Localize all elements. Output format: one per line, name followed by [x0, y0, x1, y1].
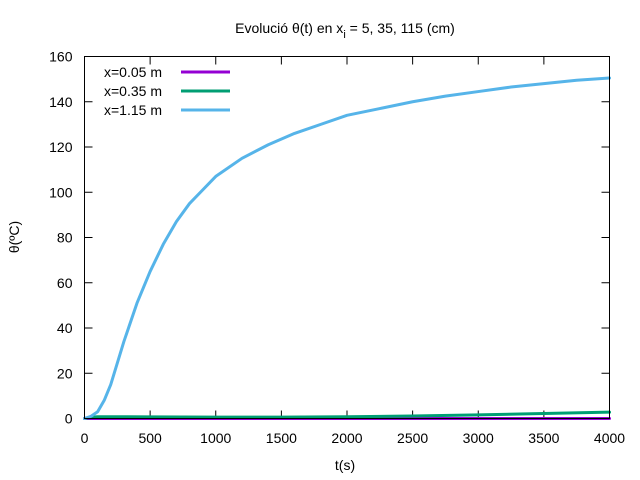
y-tick-label: 60 — [57, 275, 73, 291]
y-tick-label: 140 — [49, 94, 73, 110]
y-tick-label: 80 — [57, 230, 73, 246]
series-line-3 — [83, 76, 611, 420]
plot-frame — [84, 56, 610, 419]
x-axis-label: t(s) — [335, 457, 355, 473]
y-tick-label: 0 — [65, 411, 73, 427]
y-axis-label: θ(ºC) — [6, 221, 22, 253]
legend-label: x=0.35 m — [104, 83, 162, 99]
legend-label: x=1.15 m — [104, 102, 162, 118]
x-tick-label: 0 — [81, 430, 89, 446]
chart-title-tail: = 5, 35, 115 (cm) — [346, 20, 455, 36]
x-tick-label: 3500 — [528, 430, 559, 446]
chart-title: Evolució θ(t) en xi = 5, 35, 115 (cm) — [235, 20, 455, 41]
plot-area — [83, 76, 611, 420]
x-tick-label: 2000 — [331, 430, 362, 446]
x-tick-label: 4000 — [594, 430, 625, 446]
legend-label: x=0.05 m — [104, 64, 162, 80]
x-tick-label: 1500 — [266, 430, 297, 446]
y-tick-label: 160 — [49, 49, 73, 65]
chart-title-main: Evolució θ(t) en x — [235, 20, 343, 36]
y-tick-label: 100 — [49, 184, 73, 200]
x-axis: 0 500 1000 1500 2000 2500 3000 3500 4000 — [81, 56, 625, 446]
chart-title-subscript: i — [343, 29, 345, 41]
x-tick-label: 3000 — [463, 430, 494, 446]
x-tick-label: 500 — [138, 430, 162, 446]
y-tick-label: 40 — [57, 320, 73, 336]
y-tick-label: 20 — [57, 365, 73, 381]
y-axis: 0 20 40 60 80 100 120 140 160 — [49, 49, 610, 427]
x-tick-label: 1000 — [200, 430, 231, 446]
x-tick-label: 2500 — [397, 430, 428, 446]
y-tick-label: 120 — [49, 139, 73, 155]
legend: x=0.05 m x=0.35 m x=1.15 m — [104, 64, 230, 118]
